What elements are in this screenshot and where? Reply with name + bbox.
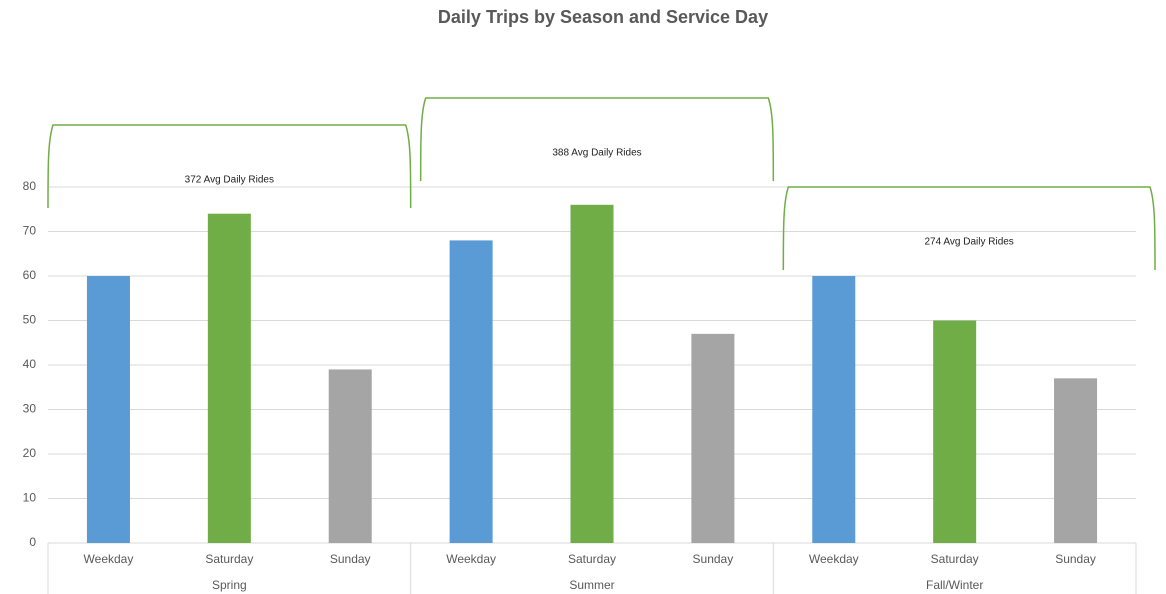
annotation-bracket bbox=[419, 97, 775, 182]
x-tick-label: Sunday bbox=[693, 552, 734, 566]
x-tick-label: Weekday bbox=[84, 552, 134, 566]
group-label: Spring bbox=[212, 578, 247, 592]
bar bbox=[1054, 378, 1098, 543]
x-tick-label: Sunday bbox=[1055, 552, 1096, 566]
bar bbox=[207, 213, 251, 543]
annotation: 372 Avg Daily Rides bbox=[185, 175, 274, 186]
bar bbox=[691, 333, 735, 543]
x-tick-label: Weekday bbox=[446, 552, 496, 566]
bar bbox=[86, 276, 130, 543]
x-tick-label: Saturday bbox=[931, 552, 979, 566]
bar bbox=[933, 320, 977, 543]
y-tick-label: 70 bbox=[23, 224, 37, 238]
annotation-bracket bbox=[47, 124, 412, 209]
y-tick-label: 30 bbox=[23, 402, 37, 416]
bar bbox=[449, 240, 493, 543]
y-tick-label: 50 bbox=[23, 313, 37, 327]
bar bbox=[570, 204, 614, 544]
y-tick-label: 60 bbox=[23, 268, 37, 282]
x-tick-label: Saturday bbox=[205, 552, 253, 566]
y-tick-label: 20 bbox=[23, 446, 37, 460]
annotation: 388 Avg Daily Rides bbox=[552, 148, 641, 159]
x-tick-label: Saturday bbox=[568, 552, 616, 566]
x-tick-label: Sunday bbox=[330, 552, 371, 566]
y-tick-label: 0 bbox=[29, 535, 36, 549]
x-tick-label: Weekday bbox=[809, 552, 859, 566]
group-label: Fall/Winter bbox=[926, 578, 983, 592]
bar bbox=[812, 276, 856, 543]
chart-title: Daily Trips by Season and Service Day bbox=[438, 7, 768, 27]
y-tick-label: 10 bbox=[23, 491, 37, 505]
annotation-bracket bbox=[782, 186, 1156, 271]
y-tick-label: 80 bbox=[23, 179, 37, 193]
group-label: Summer bbox=[569, 578, 614, 592]
y-tick-label: 40 bbox=[23, 357, 37, 371]
annotation: 274 Avg Daily Rides bbox=[925, 237, 1014, 248]
bar bbox=[328, 369, 372, 543]
